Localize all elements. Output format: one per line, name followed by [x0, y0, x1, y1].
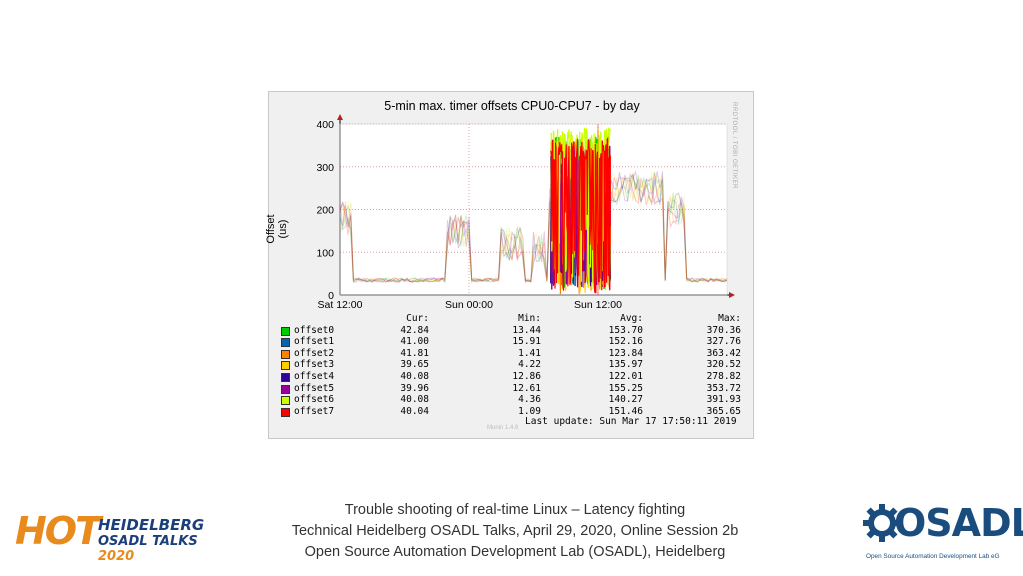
legend-min-value: 13.44 [512, 324, 541, 336]
legend-series-name: offset6 [294, 394, 335, 406]
x-tick-label: Sun 12:00 [574, 299, 622, 311]
y-tick-label: 200 [316, 205, 334, 217]
y-axis-label: Offset (us) [265, 214, 289, 244]
series-history-offset0 [339, 171, 728, 284]
legend-max-value: 278.82 [706, 370, 741, 382]
legend-series-name: offset7 [294, 405, 335, 417]
last-update: Last update: Sun Mar 17 17:50:11 2019 [525, 416, 737, 427]
legend-cur-value: 41.81 [400, 347, 429, 359]
gear-icon [863, 504, 901, 542]
legend-max-value: 391.93 [706, 394, 741, 406]
legend-avg-value: 140.27 [608, 394, 643, 406]
legend-series-name: offset0 [294, 324, 335, 336]
legend-avg-value: 135.97 [608, 359, 643, 371]
y-tick-label: 400 [316, 119, 334, 131]
munin-graph: 0 100 200 300 400 Sat 12:00 Sun 00:00 Sun 12:00… [265, 91, 754, 439]
hot-logo-line2: OSADL TALKS 2020 [98, 534, 230, 564]
legend-max-value: 327.76 [706, 336, 741, 348]
chart-title: 5-min max. timer offsets CPU0-CPU7 - by … [384, 99, 640, 113]
legend-series-name: offset5 [294, 382, 335, 394]
legend-max-value: 363.42 [706, 347, 741, 359]
legend-header-avg: Avg: [620, 313, 643, 324]
osadl-logo-subtitle: Open Source Automation Development Lab e… [866, 553, 1000, 560]
legend-avg-value: 153.70 [608, 324, 643, 336]
legend-swatch [281, 361, 290, 371]
legend-header-min: Min: [518, 313, 541, 324]
legend-series-name: offset1 [294, 336, 335, 348]
legend-cur-value: 40.08 [400, 370, 429, 382]
x-tick-label: Sat 12:00 [318, 299, 363, 311]
hot-logo-talks: OSADL TALKS [98, 534, 198, 549]
legend-min-value: 15.91 [512, 336, 541, 348]
legend-header-max: Max: [718, 313, 741, 324]
series-history-offset2 [339, 171, 728, 283]
x-axis-arrow [729, 292, 735, 298]
legend-cur-value: 40.04 [400, 405, 429, 417]
chart-canvas: 0 100 200 300 400 Sat 12:00 Sun 00:00 Sun 12:00 [316, 114, 735, 311]
plot-frame [339, 123, 728, 296]
footer-line-2: Technical Heidelberg OSADL Talks, April … [291, 523, 739, 539]
y-tick-label: 100 [316, 247, 334, 259]
series-line-offset7 [550, 136, 611, 294]
series-history-offset1 [339, 174, 728, 284]
x-tick-label: Sun 00:00 [445, 299, 493, 311]
legend-min-value: 12.86 [512, 370, 541, 382]
y-tick-label: 0 [328, 290, 334, 302]
hot-logo-line1: HEIDELBERG [98, 516, 205, 534]
plot-area [340, 124, 727, 295]
legend-swatch [281, 396, 290, 406]
legend-swatch [281, 326, 290, 336]
legend-max-value: 370.36 [706, 324, 741, 336]
legend-swatch [281, 372, 290, 382]
legend-avg-value: 122.01 [608, 370, 643, 382]
y-axis-arrow [337, 114, 343, 120]
series-history-offset4 [339, 171, 728, 283]
series-history-offset5 [339, 169, 728, 284]
legend-min-value: 4.36 [518, 394, 541, 406]
legend-min-value: 1.41 [518, 347, 541, 359]
hot-logo-word: HOT [15, 509, 101, 553]
y-tick-label: 300 [316, 162, 334, 174]
series-history-offset3 [339, 171, 728, 284]
hot-logo-year: 2020 [98, 549, 135, 564]
legend-swatch [281, 338, 290, 348]
legend-swatch [281, 407, 290, 417]
legend-header-cur: Cur: [406, 313, 429, 324]
legend-avg-value: 151.46 [608, 405, 643, 417]
legend-cur-value: 42.84 [400, 324, 429, 336]
legend-min-value: 4.22 [518, 359, 541, 371]
osadl-logo-word: OSADL [894, 501, 1023, 545]
legend-swatch [281, 349, 290, 359]
legend-max-value: 320.52 [706, 359, 741, 371]
hot-logo: HOT HEIDELBERG OSADL TALKS 2020 [15, 509, 230, 564]
series-history-offset7 [339, 172, 728, 284]
slide-footer: Trouble shooting of real-time Linux – La… [280, 500, 750, 563]
legend-cur-value: 39.96 [400, 382, 429, 394]
legend-min-value: 12.61 [512, 382, 541, 394]
legend-min-value: 1.09 [518, 405, 541, 417]
footer-line-3: Open Source Automation Development Lab (… [304, 544, 726, 560]
legend-series-name: offset3 [294, 359, 335, 371]
series-history-offset6 [339, 171, 728, 283]
legend-series-name: offset4 [294, 370, 335, 382]
munin-version: Munin 1.4.6 [487, 425, 519, 431]
legend-max-value: 353.72 [706, 382, 741, 394]
osadl-logo: OSADL Open Source Automation Development… [858, 497, 1023, 567]
rrdtool-credit: RRDTOOL / TOBI OETIKER [731, 102, 737, 189]
legend-avg-value: 152.16 [608, 336, 643, 348]
footer-line-1: Trouble shooting of real-time Linux – La… [344, 502, 686, 518]
legend-cur-value: 41.00 [400, 336, 429, 348]
legend-max-value: 365.65 [706, 405, 741, 417]
legend-avg-value: 123.84 [608, 347, 643, 359]
legend-cur-value: 39.65 [400, 359, 429, 371]
legend-avg-value: 155.25 [608, 382, 643, 394]
legend-swatch [281, 384, 290, 394]
legend-series-name: offset2 [294, 347, 335, 359]
legend-cur-value: 40.08 [400, 394, 429, 406]
